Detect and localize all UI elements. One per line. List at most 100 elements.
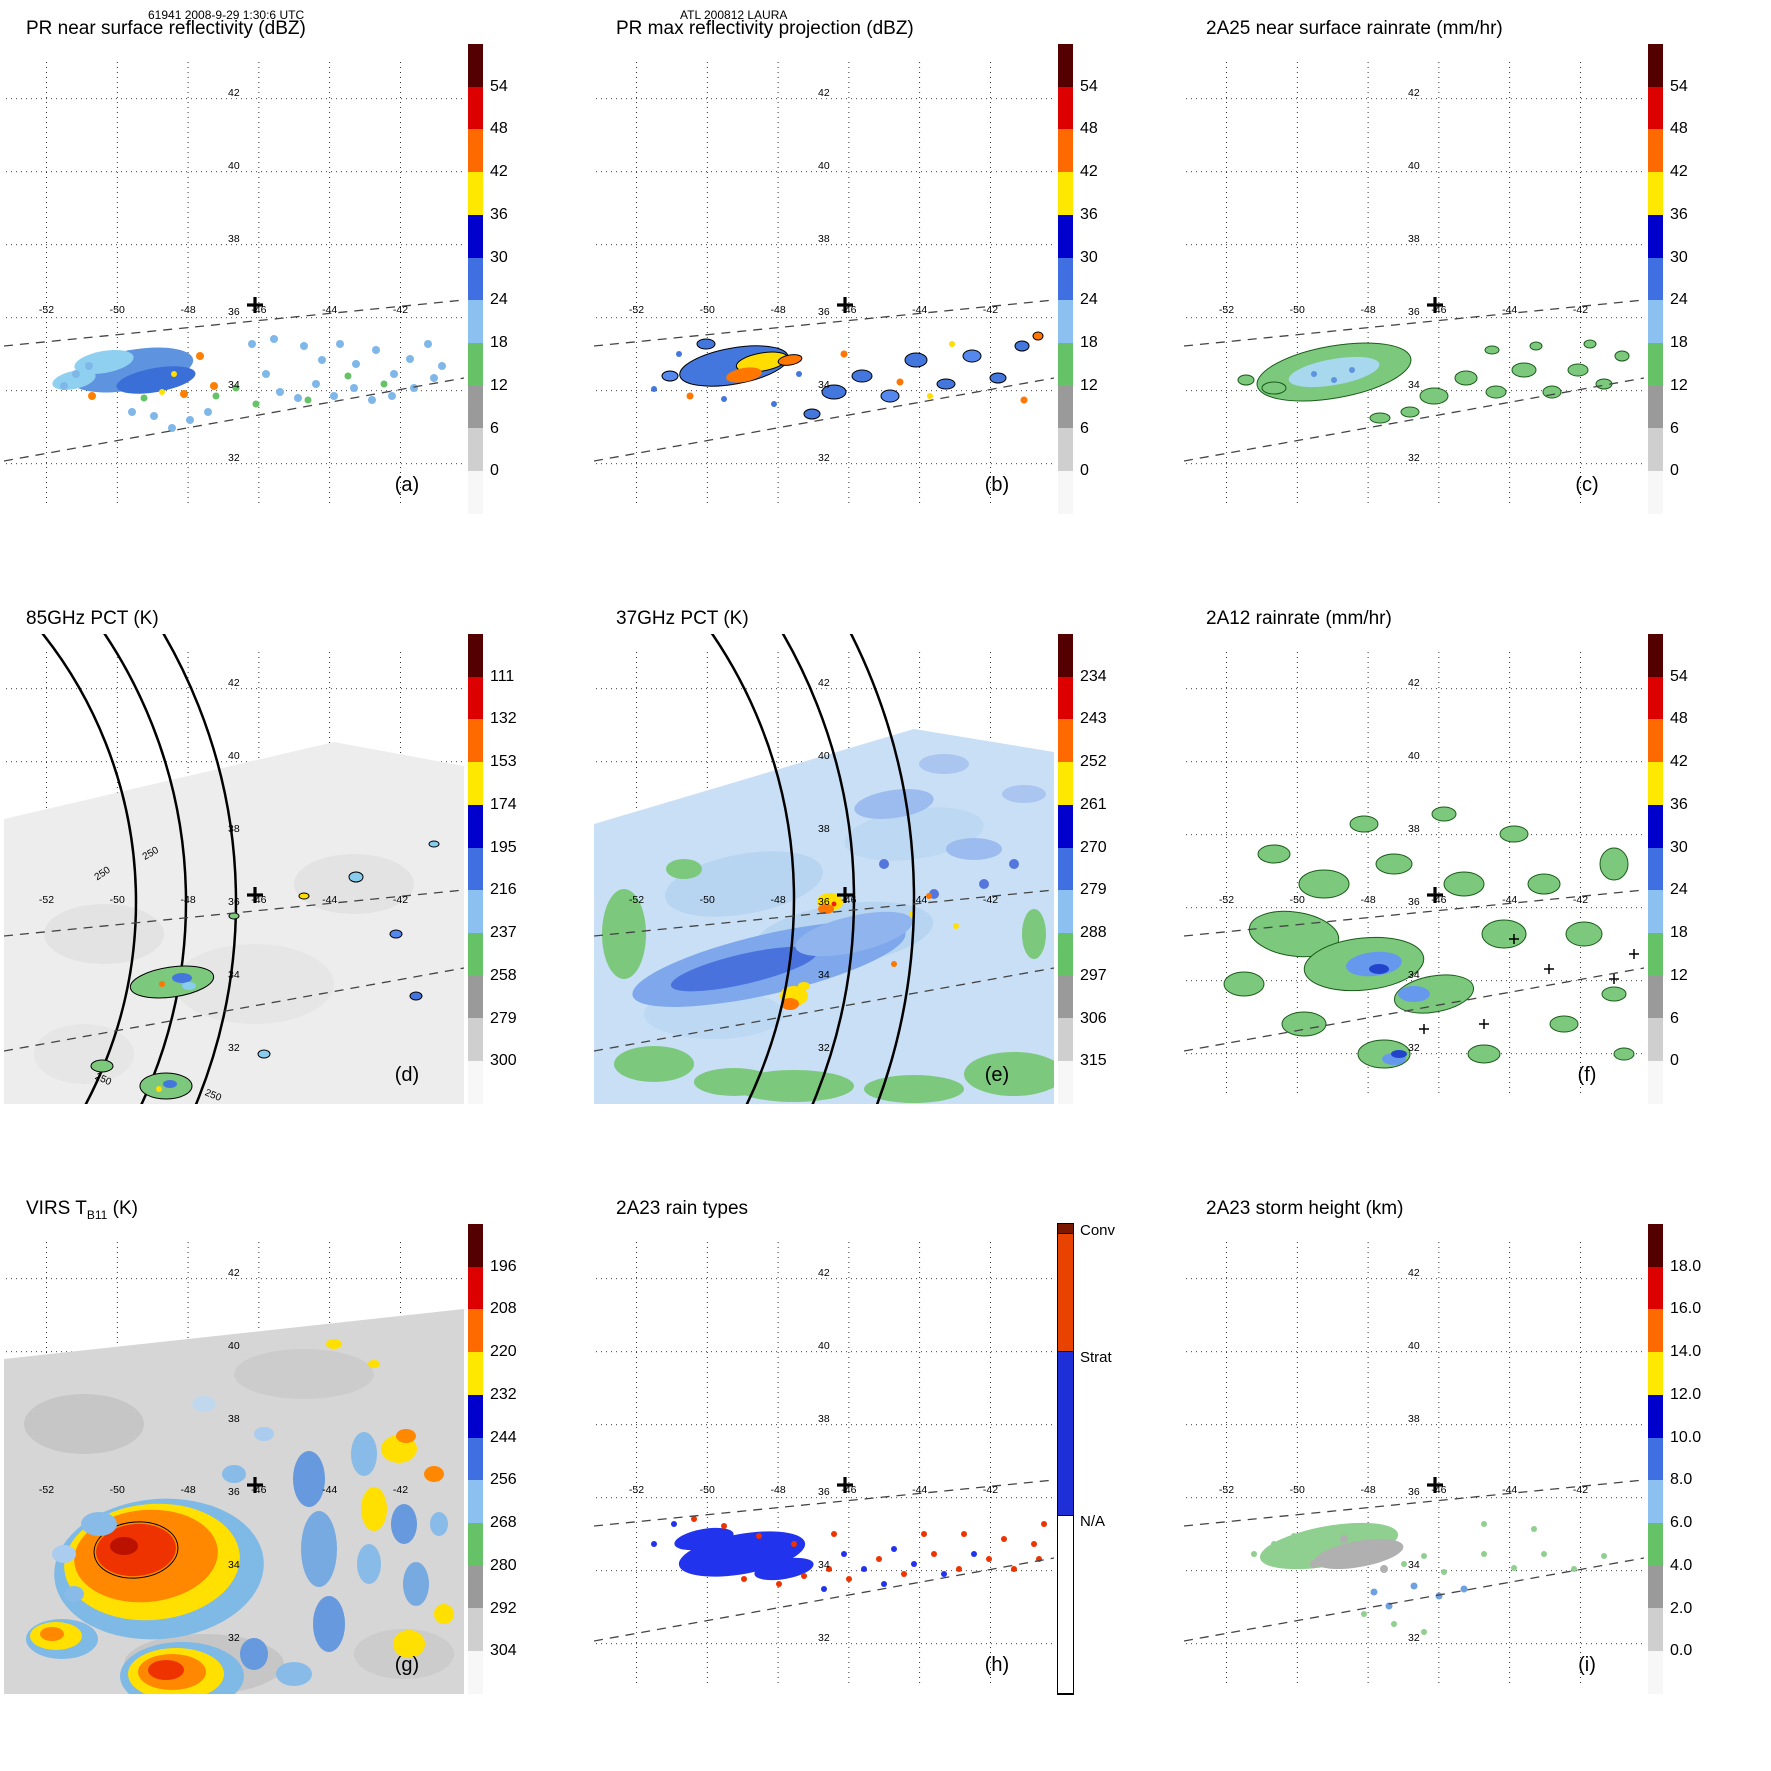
data-blob xyxy=(1369,964,1389,974)
panel-title: VIRS TB11 (K) xyxy=(26,1198,138,1222)
data-blob xyxy=(361,1487,387,1531)
data-speckle xyxy=(388,392,396,400)
lon-tick-label: -48 xyxy=(770,1484,785,1496)
data-speckle xyxy=(721,1523,727,1529)
colorbar-tick-label: 48 xyxy=(1670,120,1688,138)
lon-tick-label: -44 xyxy=(1502,1484,1517,1496)
data-blob xyxy=(964,1052,1054,1096)
colorbar-segment xyxy=(1648,471,1663,514)
data-blob xyxy=(602,889,646,979)
data-speckle xyxy=(741,1576,747,1582)
data-blob xyxy=(1393,974,1475,1014)
lon-tick-label: -42 xyxy=(983,894,998,906)
data-speckle xyxy=(927,393,933,399)
contour-arc xyxy=(161,634,238,1104)
lon-tick-label: -42 xyxy=(1573,894,1588,906)
panel-letter: (d) xyxy=(395,1064,419,1086)
colorbar-segment xyxy=(1648,762,1663,805)
colorbar-segment xyxy=(468,129,483,173)
data-speckle xyxy=(956,1566,962,1572)
data-blob xyxy=(1369,412,1391,424)
swath-edge-line xyxy=(4,967,464,1052)
panel-f: 2A12 rainrate (mm/hr) -52 -50 -48 -46 -44 -42 4… xyxy=(1180,590,1770,1180)
colorbar xyxy=(1058,44,1073,514)
data-speckle xyxy=(1481,1521,1487,1527)
lon-tick-label: -42 xyxy=(393,304,408,316)
lon-tick-label: -42 xyxy=(393,894,408,906)
data-blob xyxy=(1349,815,1379,833)
colorbar-tick-label: 270 xyxy=(1080,838,1107,856)
swath-edge-line xyxy=(4,299,464,347)
panel-i: 2A23 storm height (km) -52 -50 -48 -46 -44 -42… xyxy=(1180,1180,1770,1770)
overpass-header: 61941 2008-9-29 1:30:6 UTC xyxy=(148,8,305,22)
swath-edge-line xyxy=(1184,889,1644,937)
data-blob xyxy=(1529,341,1543,351)
lon-tick-label: -44 xyxy=(912,304,927,316)
colorbar-tick-label: 24 xyxy=(1080,291,1098,309)
data-blob xyxy=(1601,986,1627,1002)
data-blob xyxy=(1467,1044,1501,1064)
data-speckle xyxy=(941,1571,947,1577)
colorbar-segment xyxy=(1648,719,1663,763)
lat-tick-label: 34 xyxy=(818,379,830,391)
lat-tick-label: 34 xyxy=(1408,1559,1420,1571)
contour-arc xyxy=(102,634,188,1104)
data-speckle xyxy=(961,1531,967,1537)
colorbar-tick-label: 6 xyxy=(490,419,499,437)
lat-tick-label: 38 xyxy=(1408,823,1420,835)
data-blob xyxy=(1391,1050,1407,1058)
lat-tick-label: 40 xyxy=(818,1340,830,1352)
data-speckle xyxy=(831,1531,837,1537)
data-speckle xyxy=(1310,1560,1318,1568)
data-blob xyxy=(1565,921,1603,947)
data-speckle xyxy=(801,1573,807,1579)
data-blob xyxy=(64,1586,84,1602)
colorbar-tick-label: 258 xyxy=(490,966,517,984)
colorbar-segment xyxy=(1058,1018,1073,1062)
data-speckle xyxy=(721,396,727,402)
colorbar-tick-label: 174 xyxy=(490,795,517,813)
panel-title: 2A12 rainrate (mm/hr) xyxy=(1206,608,1392,629)
lat-tick-label: 40 xyxy=(1408,160,1420,172)
colorbar-segment xyxy=(1648,1480,1663,1524)
colorbar-segment xyxy=(1648,975,1663,1019)
data-blob xyxy=(614,1046,694,1082)
data-speckle xyxy=(186,416,194,424)
colorbar xyxy=(1057,1223,1074,1695)
data-speckle xyxy=(424,340,432,348)
data-blob xyxy=(821,384,847,400)
colorbar-segment xyxy=(468,1437,483,1481)
data-speckle xyxy=(911,1561,917,1567)
panel-g: VIRS TB11 (K) -52 -50 -48 -46 -44 -42 42 40 38 36 3… xyxy=(0,1180,590,1770)
data-speckle xyxy=(276,388,284,396)
data-blob xyxy=(1567,363,1589,377)
colorbar-segment xyxy=(1058,385,1073,429)
lat-tick-label: 38 xyxy=(1408,1413,1420,1425)
colorbar-tick-label: 36 xyxy=(1670,205,1688,223)
colorbar-segment xyxy=(1648,1018,1663,1062)
swath-edge-line xyxy=(594,967,1054,1052)
lat-tick-label: 38 xyxy=(228,233,240,245)
colorbar-tick-label: 30 xyxy=(1670,248,1688,266)
colorbar-segment xyxy=(468,1608,483,1652)
colorbar-segment xyxy=(1058,975,1073,1019)
panel-title: 2A23 storm height (km) xyxy=(1206,1198,1404,1219)
lat-tick-label: 32 xyxy=(1408,1042,1420,1054)
colorbar-segment xyxy=(1058,44,1073,87)
colorbar-tick-label: 24 xyxy=(490,291,508,309)
data-speckle xyxy=(771,401,777,407)
lat-tick-label: 36 xyxy=(818,1486,830,1498)
map-d: 250250250250250-52-50-48-46-44-424240383… xyxy=(4,634,464,1104)
data-speckle xyxy=(1380,1565,1388,1573)
data-speckle xyxy=(304,396,312,404)
lon-tick-label: -44 xyxy=(322,894,337,906)
colorbar-tick-label: 315 xyxy=(1080,1052,1107,1070)
colorbar-segment xyxy=(1058,257,1073,301)
lat-tick-label: 42 xyxy=(818,87,830,99)
colorbar-tick-label: 220 xyxy=(490,1343,517,1361)
data-speckle xyxy=(891,961,897,967)
lat-tick-label: 32 xyxy=(818,1042,830,1054)
